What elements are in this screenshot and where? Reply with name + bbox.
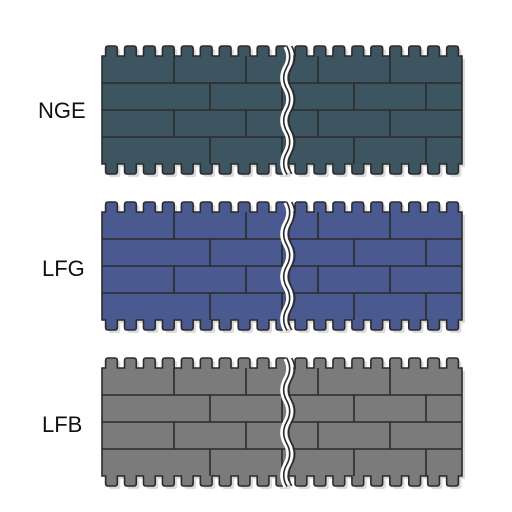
belt-band-nge: [100, 44, 468, 180]
label-nge: NGE: [38, 98, 86, 124]
belt-variants-figure: NGE LFG LFB: [0, 0, 512, 512]
belt-band-lfb: [100, 356, 468, 492]
label-lfb: LFB: [42, 412, 82, 438]
belt-band-lfg: [100, 200, 468, 336]
label-lfg: LFG: [42, 256, 85, 282]
